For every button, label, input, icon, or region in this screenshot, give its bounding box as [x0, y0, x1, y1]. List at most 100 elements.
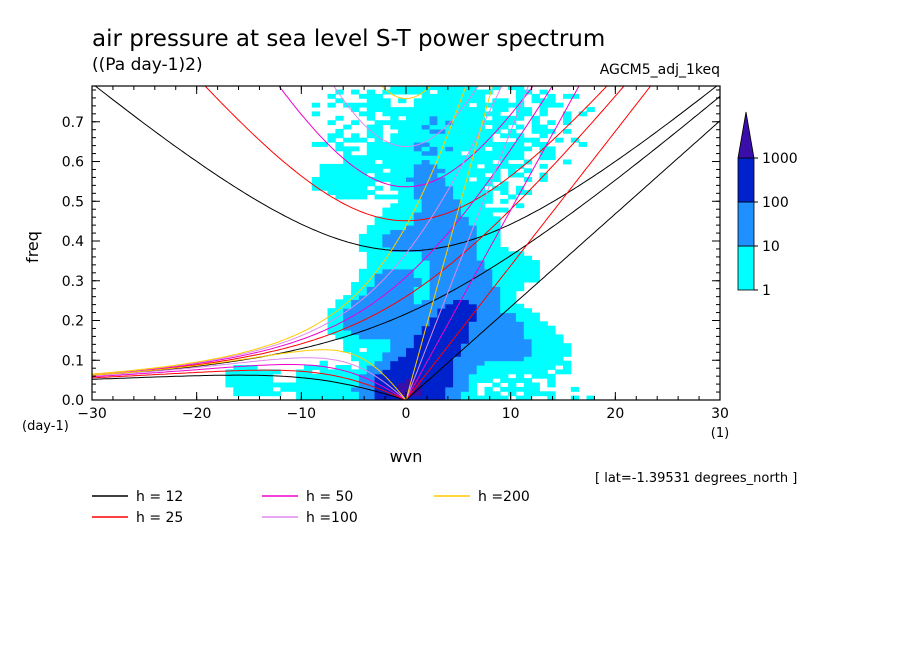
power-cell: [429, 120, 438, 126]
power-cell: [390, 168, 399, 174]
power-cell: [382, 229, 391, 235]
power-cell: [492, 299, 501, 305]
power-cell: [225, 369, 234, 375]
power-cell: [492, 150, 501, 156]
power-cell: [453, 142, 462, 147]
power-cell: [484, 378, 493, 383]
power-cell: [358, 303, 368, 309]
power-cell: [351, 190, 360, 195]
power-cell: [351, 325, 360, 331]
power-cell: [421, 316, 430, 322]
power-cell: [374, 347, 383, 353]
power-cell: [366, 225, 376, 230]
power-cell: [429, 137, 438, 143]
power-cell: [366, 133, 376, 139]
power-cell: [296, 386, 305, 392]
power-cell: [366, 395, 376, 400]
power-cell: [445, 312, 454, 318]
power-cell: [343, 303, 352, 309]
power-cell: [508, 120, 517, 126]
power-cell: [421, 111, 430, 117]
power-cell: [374, 93, 383, 99]
power-cell: [382, 321, 391, 327]
power-cell: [460, 343, 470, 349]
power-cell: [421, 321, 430, 327]
legend-label: h =200: [478, 489, 530, 505]
power-cell: [460, 395, 470, 400]
power-cell: [492, 238, 501, 244]
power-cell: [468, 159, 478, 165]
power-cell: [476, 98, 485, 104]
power-cell: [476, 238, 485, 244]
power-cell: [508, 378, 517, 383]
power-cell: [508, 163, 517, 169]
power-cell: [563, 351, 572, 357]
power-cell: [343, 391, 352, 397]
power-cell: [398, 334, 407, 340]
power-cell: [374, 369, 383, 375]
power-cell: [468, 290, 478, 296]
power-cell: [492, 163, 501, 169]
power-cell: [515, 150, 525, 156]
power-cell: [398, 220, 407, 226]
power-cell: [515, 308, 525, 314]
power-cell: [460, 386, 470, 392]
power-cell: [476, 303, 485, 309]
power-cell: [413, 365, 423, 370]
power-cell: [335, 373, 344, 379]
power-cell: [351, 330, 360, 335]
power-cell: [358, 111, 368, 117]
power-cell: [406, 124, 415, 130]
power-cell: [484, 369, 493, 375]
power-cell: [429, 312, 438, 318]
power-cell: [445, 225, 454, 230]
power-cell: [429, 351, 438, 357]
power-cell: [453, 220, 462, 226]
power-cell: [492, 115, 501, 121]
power-cell: [445, 198, 454, 204]
power-cell: [531, 264, 540, 270]
power-cell: [555, 356, 564, 362]
power-cell: [249, 382, 258, 388]
power-cell: [249, 369, 258, 375]
power-cell: [319, 168, 328, 174]
power-cell: [304, 386, 313, 392]
power-cell: [390, 277, 399, 283]
power-cell: [437, 325, 446, 331]
power-cell: [398, 238, 407, 244]
power-cell: [319, 142, 328, 147]
power-cell: [319, 181, 328, 187]
power-cell: [390, 133, 399, 139]
power-cell: [453, 225, 462, 230]
power-cell: [413, 290, 423, 296]
power-cell: [453, 163, 462, 169]
power-cell: [476, 89, 485, 95]
power-cell: [421, 86, 430, 91]
power-cell: [547, 120, 556, 126]
power-cell: [531, 277, 540, 283]
power-cell: [476, 115, 485, 121]
power-cell: [476, 295, 485, 300]
power-cell: [547, 325, 556, 331]
power-cell: [492, 86, 501, 91]
power-cell: [523, 386, 533, 392]
power-cell: [374, 290, 383, 296]
power-cell: [460, 273, 470, 279]
power-cell: [437, 216, 446, 222]
power-cell: [500, 115, 509, 121]
power-cell: [398, 299, 407, 305]
power-cell: [460, 168, 470, 174]
latitude-note: [ lat=-1.39531 degrees_north ]: [595, 471, 797, 486]
power-cell: [445, 86, 454, 91]
power-cell: [374, 220, 383, 226]
power-cell: [531, 120, 540, 126]
power-cell: [445, 282, 454, 287]
power-cell: [445, 382, 454, 388]
power-cell: [460, 365, 470, 370]
power-cell: [445, 334, 454, 340]
power-cell: [429, 198, 438, 204]
power-cell: [304, 382, 313, 388]
power-cell: [460, 190, 470, 195]
